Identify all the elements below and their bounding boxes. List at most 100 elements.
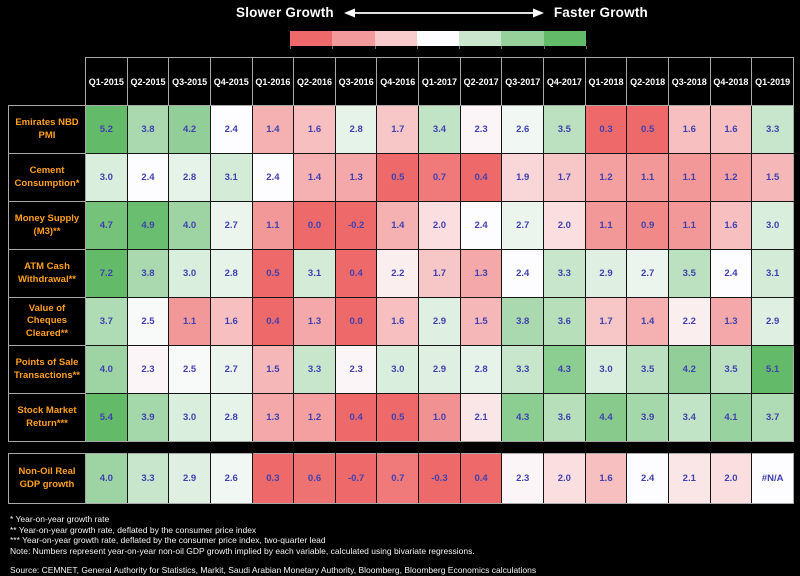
heatmap-cell: 3.9 [126, 393, 170, 442]
column-header: Q2-2017 [459, 57, 503, 106]
heatmap-cell: 1.6 [584, 453, 628, 504]
scale-tick [374, 46, 376, 49]
color-scale-ticks [290, 46, 587, 50]
heatmap-cell: -0.3 [418, 453, 461, 504]
heatmap-cell: 2.6 [209, 453, 253, 504]
heatmap-cell: 7.2 [85, 249, 128, 298]
heatmap-cell: 3.8 [126, 249, 170, 298]
heatmap-cell: 0.9 [626, 201, 669, 250]
heatmap-cell: 2.8 [209, 393, 253, 442]
heatmap-cell: 3.3 [126, 453, 170, 504]
heatmap-cell: 2.4 [459, 201, 503, 250]
heatmap-cell: 1.3 [709, 297, 753, 346]
color-scale-segment [459, 31, 502, 46]
heatmap-cell: 4.3 [501, 393, 545, 442]
heatmap-cell: 0.7 [376, 453, 420, 504]
legend: Slower Growth Faster Growth [0, 5, 800, 20]
heatmap-cell: 0.5 [626, 105, 669, 154]
heatmap-cell: 3.5 [543, 105, 586, 154]
heatmap-cell: 2.8 [168, 153, 211, 202]
column-header: Q1-2019 [751, 57, 794, 106]
column-header: Q3-2017 [501, 57, 545, 106]
heatmap-cell: 2.1 [459, 393, 503, 442]
heatmap-cell: 3.1 [751, 249, 794, 298]
heatmap-cell: 2.0 [543, 201, 586, 250]
heatmap-cell: 0.6 [293, 453, 336, 504]
column-header: Q2-2018 [626, 57, 669, 106]
heatmap-cell: 0.0 [334, 297, 378, 346]
heatmap-cell: 0.4 [459, 453, 503, 504]
heatmap-cell: 3.0 [168, 249, 211, 298]
scale-tick [543, 46, 545, 49]
heatmap-cell: 1.1 [626, 153, 669, 202]
heatmap-cell: 3.5 [667, 249, 711, 298]
heatmap-cell: 0.4 [334, 249, 378, 298]
heatmap-cell: 5.4 [85, 393, 128, 442]
heatmap-cell: 3.4 [667, 393, 711, 442]
heatmap-cell: 1.7 [376, 105, 420, 154]
heatmap-cell: 1.6 [209, 297, 253, 346]
heatmap-cell: 1.1 [251, 201, 295, 250]
heatmap-cell: 1.6 [667, 105, 711, 154]
heatmap-cell: 2.4 [251, 153, 295, 202]
heatmap-cell: 2.4 [126, 153, 170, 202]
heatmap-row: ATM Cash Withdrawal** 7.2 3.8 3.0 2.8 0.5 3.1 0… [8, 249, 794, 298]
heatmap-cell: 4.3 [543, 345, 586, 394]
heatmap-cell: 3.1 [209, 153, 253, 202]
heatmap-cell: #N/A [751, 453, 794, 504]
scale-tick [586, 46, 587, 49]
heatmap-cell: 1.5 [251, 345, 295, 394]
column-header: Q4-2015 [209, 57, 253, 106]
heatmap-cell: 4.2 [168, 105, 211, 154]
heatmap-cell: 4.0 [85, 345, 128, 394]
heatmap-cell: 5.2 [85, 105, 128, 154]
heatmap-cell: 0.5 [376, 153, 420, 202]
row-label: Stock Market Return*** [8, 393, 86, 442]
color-scale [290, 31, 586, 46]
heatmap-cell: 2.9 [418, 297, 461, 346]
heatmap-cell: 1.1 [168, 297, 211, 346]
heatmap-cell: 2.1 [667, 453, 711, 504]
heatmap-cell: 3.9 [626, 393, 669, 442]
heatmap-table: Q1-2015 Q2-2015 Q3-2015 Q4-2015 Q1-2016 Q2-20… [8, 57, 794, 442]
heatmap-cell: 1.4 [376, 201, 420, 250]
heatmap-cell: 2.7 [209, 201, 253, 250]
heatmap-cell: 1.1 [667, 201, 711, 250]
heatmap-cell: 2.0 [418, 201, 461, 250]
heatmap-cell: 0.4 [334, 393, 378, 442]
heatmap-cell: 1.0 [418, 393, 461, 442]
heatmap-cell: 3.0 [751, 201, 794, 250]
heatmap-row: Non-Oil Real GDP growth 4.0 3.3 2.9 2.6 0.3 0.… [8, 453, 794, 504]
heatmap-row: Cement Consumption* 3.0 2.4 2.8 3.1 2.4 1.4 1.3… [8, 153, 794, 202]
heatmap-cell: 1.6 [293, 105, 336, 154]
heatmap-cell: 0.4 [459, 153, 503, 202]
row-label: Money Supply (M3)** [8, 201, 86, 250]
heatmap-cell: 4.9 [126, 201, 170, 250]
heatmap-cell: 1.4 [626, 297, 669, 346]
heatmap-cell: 3.0 [168, 393, 211, 442]
heatmap-cell: 1.3 [459, 249, 503, 298]
column-header: Q1-2017 [418, 57, 461, 106]
column-header: Q4-2017 [543, 57, 586, 106]
color-scale-segment [290, 31, 333, 46]
heatmap-cell: 1.1 [667, 153, 711, 202]
heatmap-row: Money Supply (M3)** 4.7 4.9 4.0 2.7 1.1 0.0 -0.… [8, 201, 794, 250]
footnote-line: *** Year-on-year growth rate, deflated b… [10, 535, 326, 545]
heatmap-cell: 3.6 [543, 393, 586, 442]
row-label: Cement Consumption* [8, 153, 86, 202]
heatmap-cell: 3.1 [293, 249, 336, 298]
column-header: Q4-2018 [709, 57, 753, 106]
column-header: Q1-2016 [251, 57, 295, 106]
column-header: Q1-2018 [584, 57, 628, 106]
footnote-line: ** Year-on-year growth rate, deflated by… [10, 524, 257, 535]
column-header: Q3-2016 [334, 57, 378, 106]
heatmap-cell: 4.0 [85, 453, 128, 504]
scale-tick [332, 46, 334, 49]
heatmap-cell: 1.4 [251, 105, 295, 154]
heatmap-cell: 2.9 [584, 249, 628, 298]
heatmap-cell: 3.3 [293, 345, 336, 394]
footnote-line: Note: Numbers represent year-on-year non… [10, 545, 475, 556]
color-scale-segment [501, 31, 544, 46]
heatmap-cell: 2.8 [209, 249, 253, 298]
heatmap-cell: 2.8 [459, 345, 503, 394]
